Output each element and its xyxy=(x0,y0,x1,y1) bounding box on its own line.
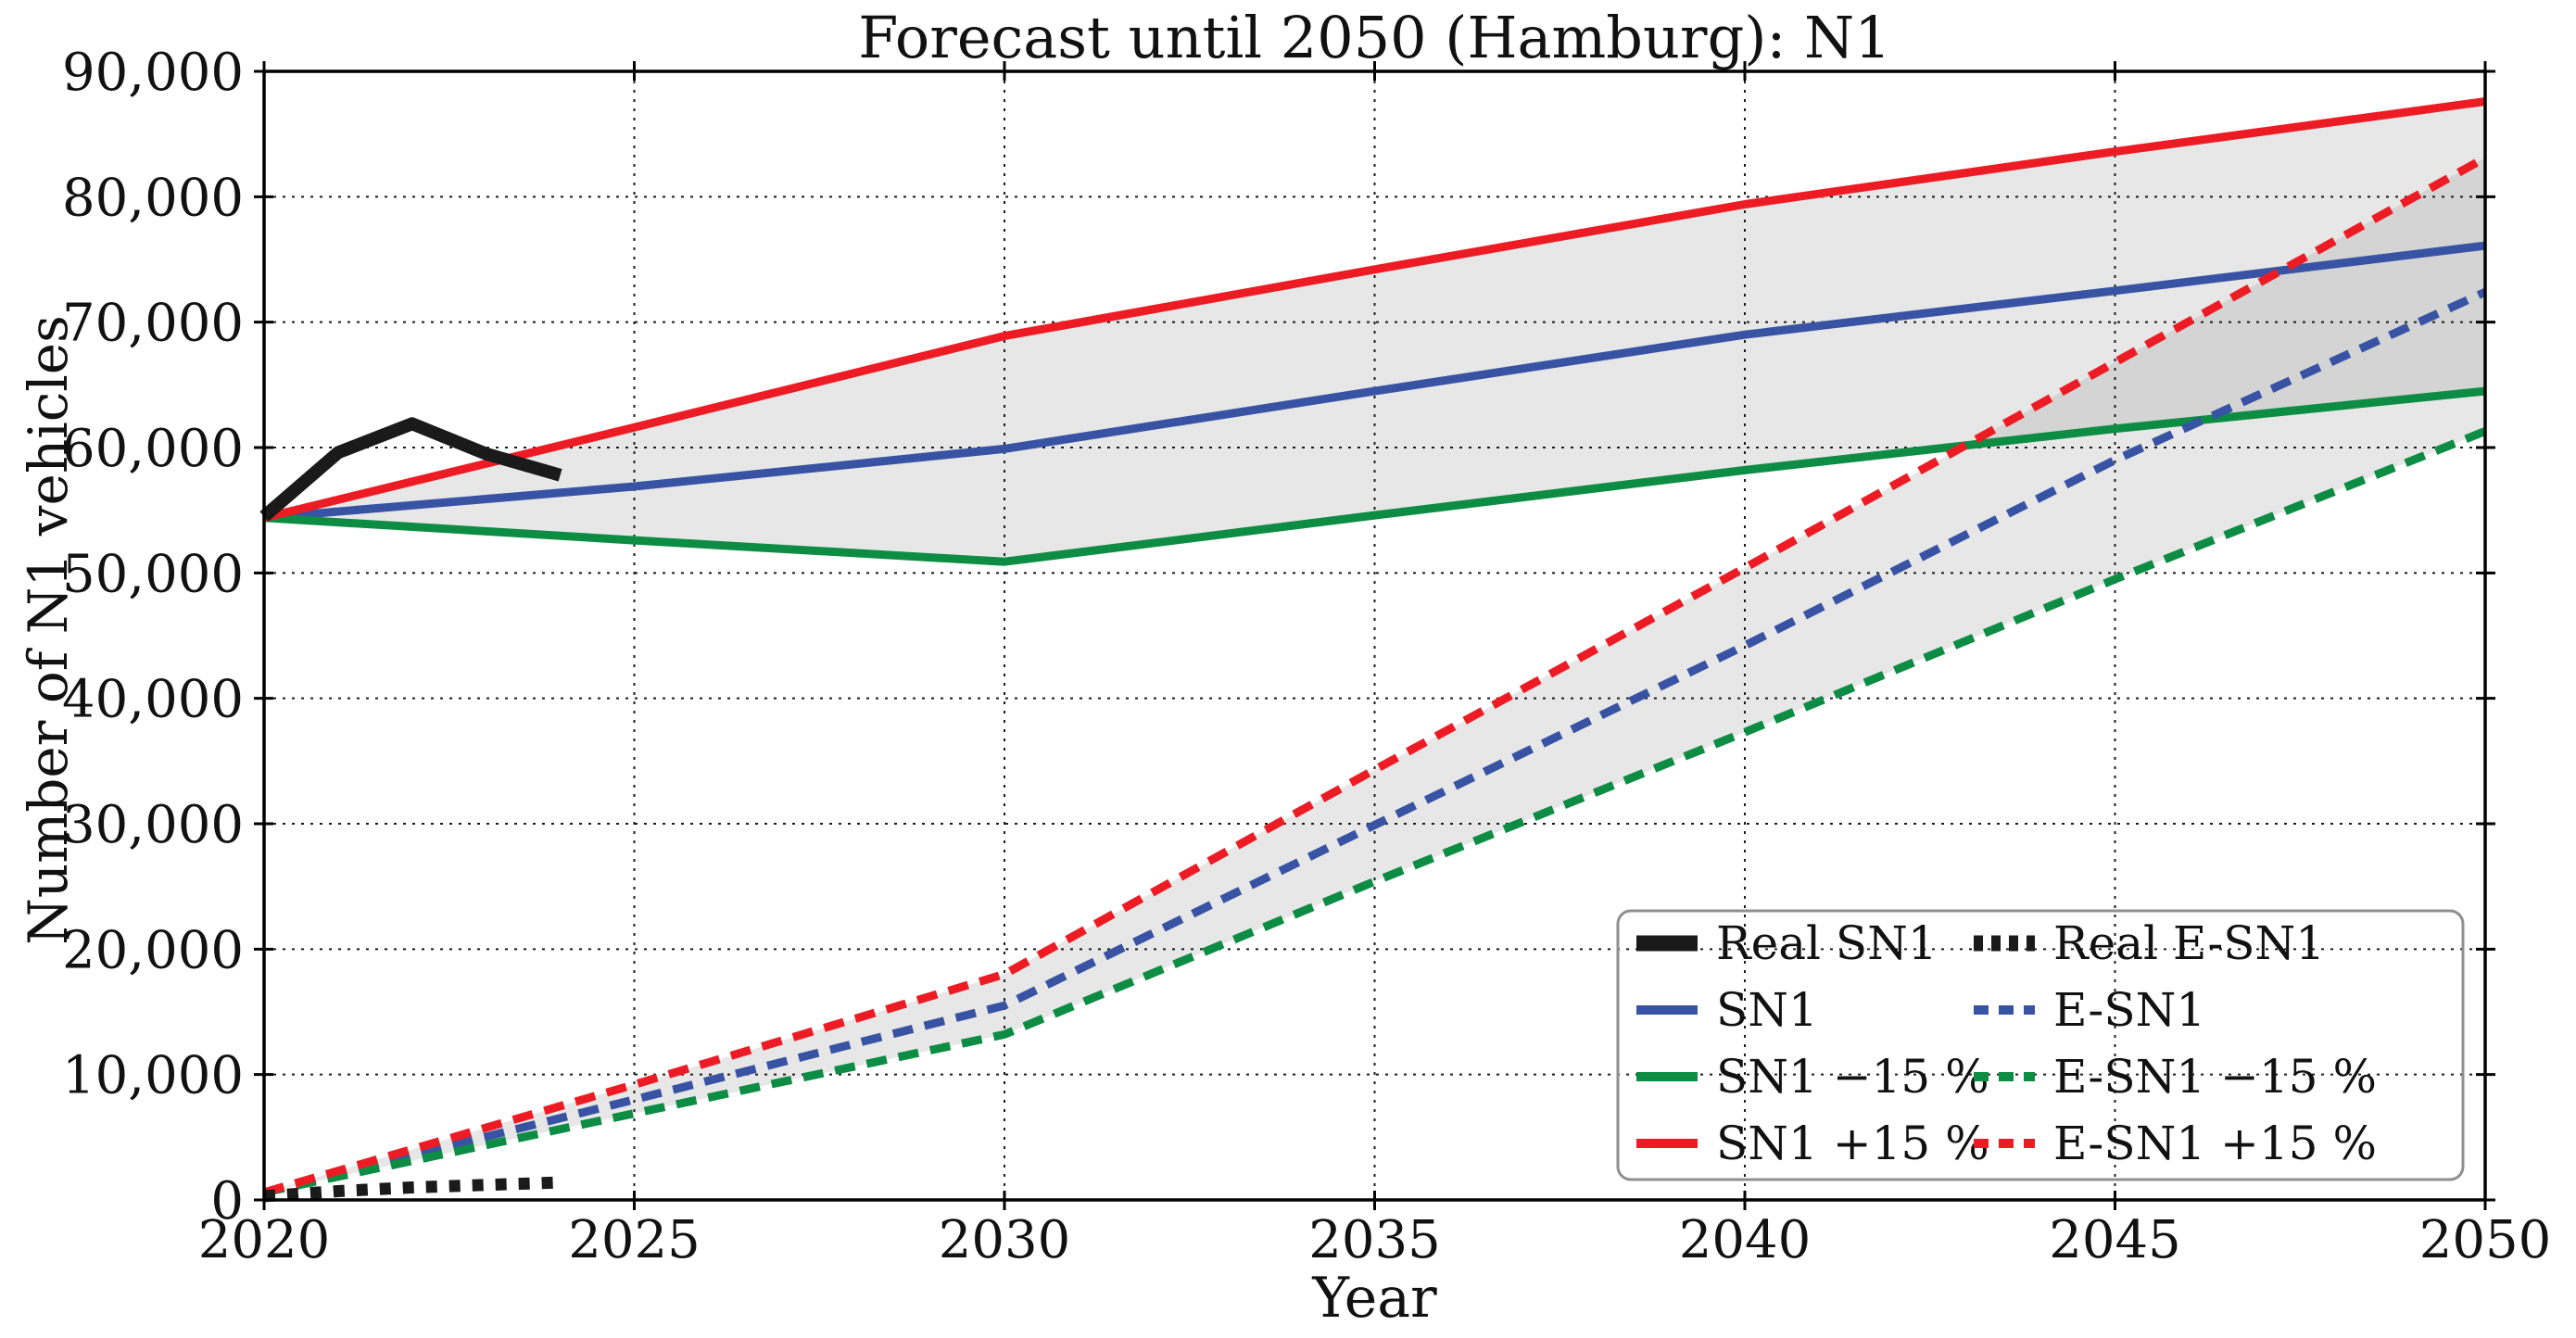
x-axis-label: Year xyxy=(1312,1266,1437,1331)
y-tick-label: 10,000 xyxy=(62,1046,244,1106)
y-tick-labels: 0 10,000 20,000 30,000 40,000 50,000 60,000 70,… xyxy=(62,43,244,1231)
x-tick-label: 2025 xyxy=(568,1210,701,1270)
legend-label: E-SN1 +15 % xyxy=(2053,1117,2377,1170)
x-tick-label: 2050 xyxy=(2419,1210,2552,1270)
y-tick-label: 60,000 xyxy=(62,419,244,479)
series-real-e-sn1 xyxy=(263,1176,561,1203)
y-tick-label: 90,000 xyxy=(62,43,244,103)
legend-label: SN1 −15 % xyxy=(1716,1050,1989,1104)
series-real-sn1 xyxy=(259,417,562,522)
legend-label: Real SN1 xyxy=(1716,916,1938,970)
y-tick-label: 30,000 xyxy=(62,795,244,855)
series-sn1-15- xyxy=(263,386,2486,566)
y-tick-label: 40,000 xyxy=(62,670,244,730)
y-tick-label: 0 xyxy=(210,1171,244,1231)
series-sn1 xyxy=(263,241,2486,523)
legend-label: SN1 +15 % xyxy=(1716,1117,1989,1170)
chart-title: Forecast until 2050 (Hamburg): N1 xyxy=(858,4,1891,71)
x-tick-label: 2035 xyxy=(1308,1210,1441,1270)
x-tick-labels: 2020 2025 2030 2035 2040 2045 2050 xyxy=(198,1210,2552,1270)
series-sn1-15- xyxy=(262,97,2486,523)
y-tick-label: 80,000 xyxy=(62,168,244,228)
series-e-sn1 xyxy=(262,288,2487,1197)
legend-box xyxy=(1616,909,2465,1181)
legend-label: Real E-SN1 xyxy=(2053,916,2325,970)
x-tick-label: 2020 xyxy=(198,1210,331,1270)
legend-label: E-SN1 −15 % xyxy=(2053,1050,2377,1104)
axes xyxy=(254,61,2495,1210)
series-lines xyxy=(259,97,2488,1203)
tick-marks xyxy=(254,61,2495,1210)
y-tick-label: 50,000 xyxy=(62,544,244,604)
x-tick-label: 2045 xyxy=(2049,1210,2181,1270)
series-e-sn1-15- xyxy=(263,427,2487,1197)
y-tick-label: 70,000 xyxy=(62,294,244,354)
legend-label: E-SN1 xyxy=(2053,983,2205,1037)
x-tick-label: 2040 xyxy=(1679,1210,1812,1270)
legend-label: SN1 xyxy=(1716,983,1818,1037)
legend: Real SN1 SN1 SN1 −15 % SN1 +15 % Real E-SN1 E… xyxy=(1616,909,2465,1181)
y-axis-label: Number of N1 vehicles xyxy=(17,315,80,945)
x-tick-label: 2030 xyxy=(939,1210,1071,1270)
y-tick-label: 20,000 xyxy=(62,920,244,980)
